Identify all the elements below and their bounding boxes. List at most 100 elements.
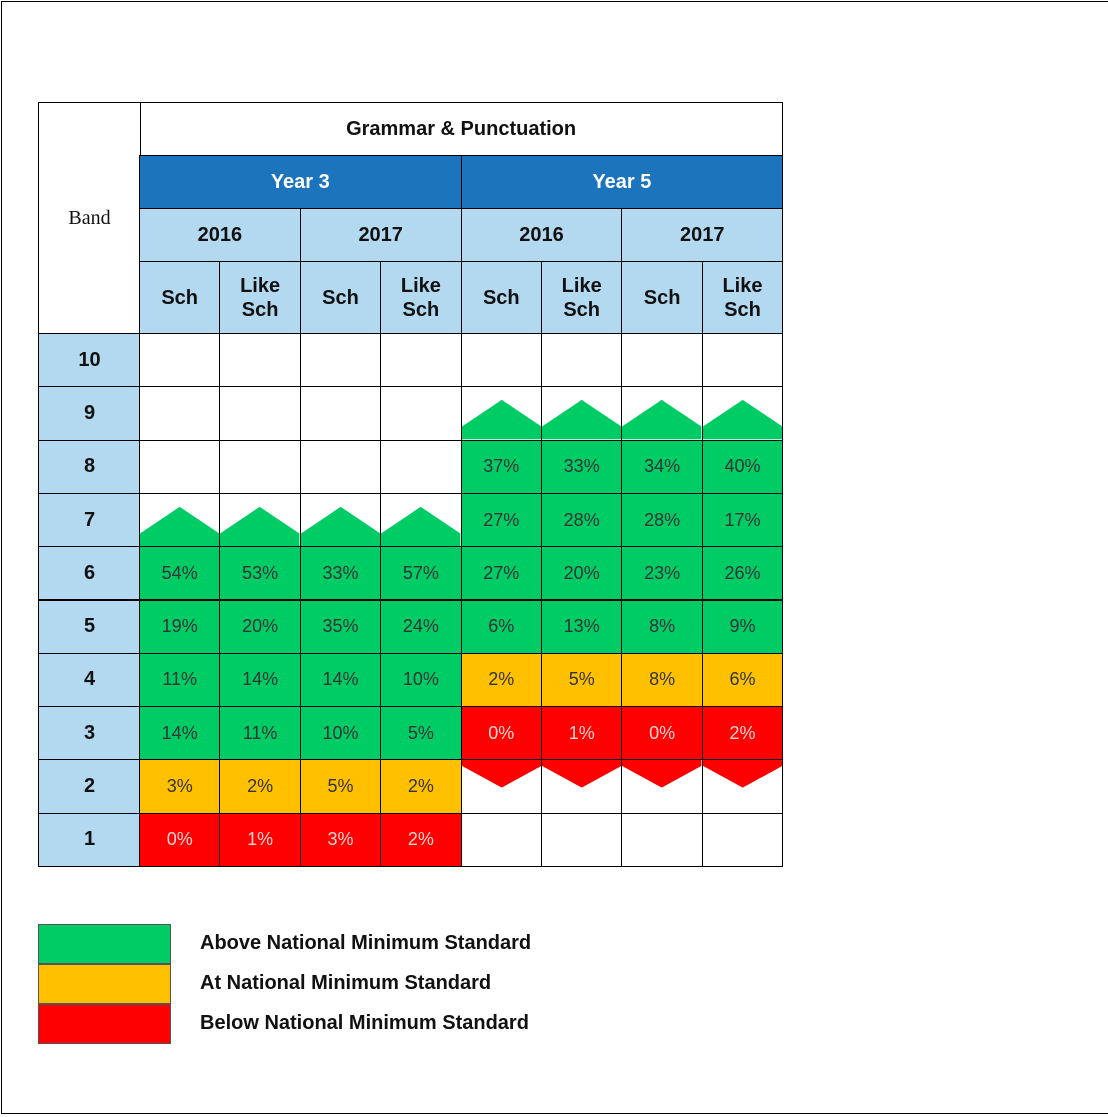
year-group: Year 5 [460, 155, 784, 209]
empty-cell [541, 333, 623, 388]
score-cell: 2% [380, 812, 462, 867]
empty-cell [460, 333, 542, 388]
empty-cell [380, 386, 462, 441]
band-label: 9 [38, 386, 141, 441]
empty-cell [299, 333, 382, 388]
score-cell: 27% [460, 492, 542, 548]
table-title: Grammar & Punctuation [139, 102, 784, 156]
legend-swatch [38, 1004, 171, 1044]
score-cell: 37% [460, 439, 542, 494]
score-cell: 5% [541, 652, 623, 708]
band-label: 5 [38, 599, 141, 654]
score-cell: 14% [299, 652, 382, 708]
arrow-shape [381, 506, 461, 547]
column-header: Sch [139, 261, 221, 334]
band-label: 2 [38, 759, 141, 814]
column-header: Sch [621, 261, 703, 334]
score-cell: 13% [541, 599, 623, 654]
score-cell: 17% [701, 492, 784, 548]
score-cell: 26% [701, 546, 784, 601]
empty-cell [460, 386, 542, 441]
band-label: 4 [38, 652, 141, 708]
empty-cell [219, 492, 301, 548]
score-cell: 11% [139, 652, 221, 708]
year-label: 2017 [621, 208, 784, 262]
empty-cell [380, 333, 462, 388]
empty-cell [621, 333, 703, 388]
arrow-shape [622, 760, 702, 789]
band-label: 3 [38, 706, 141, 761]
arrow-shape [702, 400, 783, 440]
empty-cell [460, 759, 542, 814]
score-cell: 28% [541, 492, 623, 548]
arrow-shape [461, 400, 541, 440]
arrow-shape [300, 506, 381, 547]
legend-label: Below National Minimum Standard [200, 1012, 529, 1034]
arrow [220, 506, 300, 547]
empty-cell [139, 386, 221, 441]
band-label: 7 [38, 492, 141, 548]
arrow-shape [140, 506, 220, 547]
empty-cell [380, 492, 462, 548]
score-cell: 19% [139, 599, 221, 654]
score-cell: 14% [219, 652, 301, 708]
score-cell: 28% [621, 492, 703, 548]
score-cell: 24% [380, 599, 462, 654]
arrow [542, 760, 622, 789]
score-cell: 20% [219, 599, 301, 654]
year-label: 2016 [139, 208, 301, 262]
empty-cell [621, 386, 703, 441]
arrow [300, 506, 381, 547]
score-cell: 40% [701, 439, 784, 494]
empty-cell [701, 386, 784, 441]
column-header: Like Sch [219, 261, 301, 334]
score-cell: 1% [219, 812, 301, 867]
empty-cell [541, 759, 623, 814]
arrow [702, 760, 783, 789]
score-cell: 8% [621, 599, 703, 654]
arrow-shape [461, 760, 541, 789]
arrow [702, 400, 783, 440]
empty-cell [299, 492, 382, 548]
score-cell: 33% [299, 546, 382, 601]
arrow-shape [220, 506, 300, 547]
arrow [461, 760, 541, 789]
column-header: Like Sch [541, 261, 623, 334]
score-cell: 8% [621, 652, 703, 708]
score-cell: 9% [701, 599, 784, 654]
arrow [140, 506, 220, 547]
score-cell: 34% [621, 439, 703, 494]
empty-cell [460, 812, 542, 867]
band-label: 10 [38, 333, 141, 388]
score-cell: 57% [380, 546, 462, 601]
empty-cell [139, 492, 221, 548]
empty-cell [701, 812, 784, 867]
score-cell: 14% [139, 706, 221, 761]
band-label: 8 [38, 439, 141, 494]
legend-swatch [38, 964, 171, 1004]
score-cell: 53% [219, 546, 301, 601]
arrow [461, 400, 541, 440]
score-cell: 3% [299, 812, 382, 867]
score-cell: 0% [460, 706, 542, 761]
score-cell: 1% [541, 706, 623, 761]
score-cell: 2% [219, 759, 301, 814]
empty-cell [541, 812, 623, 867]
empty-cell [139, 439, 221, 494]
legend-label: Above National Minimum Standard [200, 932, 532, 954]
score-cell: 0% [621, 706, 703, 761]
score-cell: 54% [139, 546, 221, 601]
column-header: Sch [460, 261, 542, 334]
empty-cell [621, 759, 703, 814]
empty-cell [219, 386, 301, 441]
score-cell: 2% [380, 759, 462, 814]
empty-cell [701, 759, 784, 814]
arrow [622, 760, 702, 789]
score-cell: 11% [219, 706, 301, 761]
arrow-shape [542, 760, 622, 789]
score-cell: 5% [299, 759, 382, 814]
score-cell: 10% [299, 706, 382, 761]
empty-cell [541, 386, 623, 441]
